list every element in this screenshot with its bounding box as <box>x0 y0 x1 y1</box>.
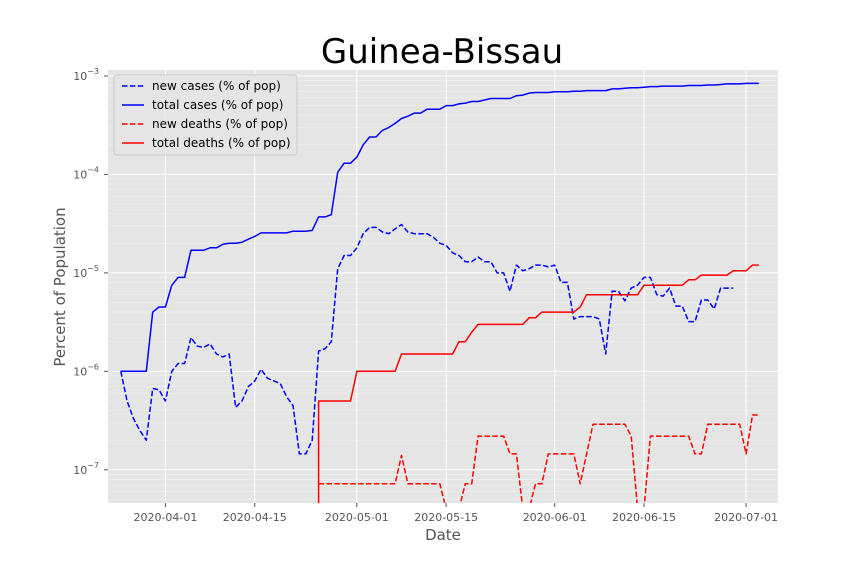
x-tick-label: 2020-04-01 <box>133 511 197 524</box>
legend-label: total cases (% of pop) <box>152 98 283 112</box>
series-line <box>317 264 759 503</box>
legend-label: total deaths (% of pop) <box>152 136 291 150</box>
series-line <box>120 82 759 373</box>
x-tick-label: 2020-05-15 <box>414 511 478 524</box>
legend-frame <box>113 74 298 156</box>
series-layer <box>120 82 759 503</box>
y-axis-label: Percent of Population <box>51 207 69 366</box>
x-tick-label: 2020-04-15 <box>223 511 287 524</box>
x-axis: 2020-04-01 2020-04-15 2020-05-01 2020-05-15… <box>133 503 778 524</box>
legend-label: new deaths (% of pop) <box>152 117 288 131</box>
grid-layer <box>108 70 778 503</box>
x-tick-label: 2020-05-01 <box>325 511 389 524</box>
series-line <box>120 223 734 455</box>
x-tick-label: 2020-07-01 <box>714 511 778 524</box>
x-tick-label: 2020-06-01 <box>523 511 587 524</box>
legend: new cases (% of pop) total cases (% of po… <box>113 74 298 156</box>
x-axis-label: Date <box>425 526 461 544</box>
series-line <box>318 414 759 503</box>
legend-label: new cases (% of pop) <box>152 79 281 93</box>
chart-title: Guinea-Bissau <box>321 32 563 72</box>
x-tick-label: 2020-06-15 <box>612 511 676 524</box>
